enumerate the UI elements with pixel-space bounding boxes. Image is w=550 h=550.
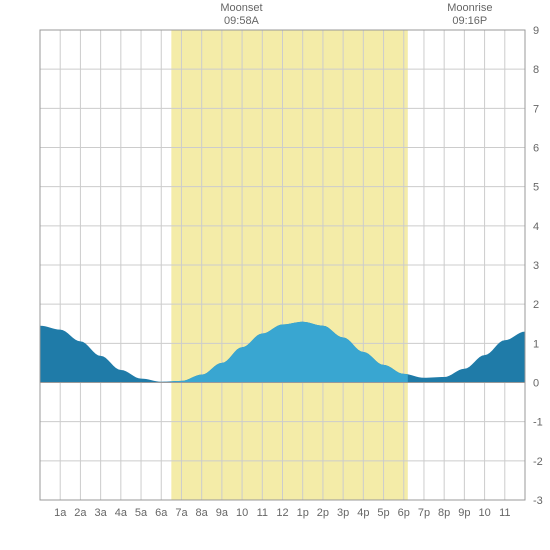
- x-tick-label: 7p: [418, 507, 430, 519]
- x-tick-label: 9a: [216, 507, 229, 519]
- x-tick-label: 4p: [357, 507, 369, 519]
- x-tick-label: 8p: [438, 507, 450, 519]
- x-tick-label: 7a: [175, 507, 188, 519]
- y-tick-label: -2: [533, 456, 543, 468]
- y-tick-label: 8: [533, 64, 539, 76]
- x-tick-label: 10: [478, 507, 490, 519]
- tide-chart: 1a2a3a4a5a6a7a8a9a1011121p2p3p4p5p6p7p8p…: [0, 0, 550, 550]
- x-tick-label: 2p: [317, 507, 329, 519]
- annotation-title: Moonrise: [440, 2, 500, 15]
- annotation-time: 09:58A: [211, 15, 271, 28]
- y-tick-label: 6: [533, 143, 539, 155]
- chart-svg: 1a2a3a4a5a6a7a8a9a1011121p2p3p4p5p6p7p8p…: [0, 0, 550, 550]
- x-tick-label: 11: [257, 507, 268, 519]
- x-tick-label: 10: [236, 507, 248, 519]
- moonrise-label: Moonrise09:16P: [440, 2, 500, 28]
- y-tick-label: 9: [533, 25, 539, 37]
- x-tick-label: 5p: [377, 507, 389, 519]
- x-tick-label: 4a: [115, 507, 128, 519]
- x-tick-label: 3a: [95, 507, 108, 519]
- x-tick-label: 6p: [398, 507, 410, 519]
- x-tick-label: 11: [499, 507, 510, 519]
- x-tick-label: 5a: [135, 507, 148, 519]
- annotation-time: 09:16P: [440, 15, 500, 28]
- x-tick-label: 1a: [54, 507, 67, 519]
- x-tick-label: 2a: [74, 507, 87, 519]
- y-tick-label: 0: [533, 378, 539, 390]
- annotation-title: Moonset: [211, 2, 271, 15]
- x-tick-label: 3p: [337, 507, 349, 519]
- y-tick-label: 4: [533, 221, 539, 233]
- y-tick-label: 7: [533, 103, 539, 115]
- y-tick-label: -3: [533, 495, 543, 507]
- x-tick-label: 8a: [196, 507, 209, 519]
- x-tick-label: 12: [276, 507, 288, 519]
- y-tick-label: 1: [533, 338, 539, 350]
- moonset-label: Moonset09:58A: [211, 2, 271, 28]
- y-tick-label: 2: [533, 299, 539, 311]
- x-tick-label: 6a: [155, 507, 168, 519]
- x-tick-label: 9p: [458, 507, 470, 519]
- x-tick-label: 1p: [297, 507, 309, 519]
- y-tick-label: 3: [533, 260, 539, 272]
- y-tick-label: -1: [533, 417, 543, 429]
- y-tick-label: 5: [533, 182, 539, 194]
